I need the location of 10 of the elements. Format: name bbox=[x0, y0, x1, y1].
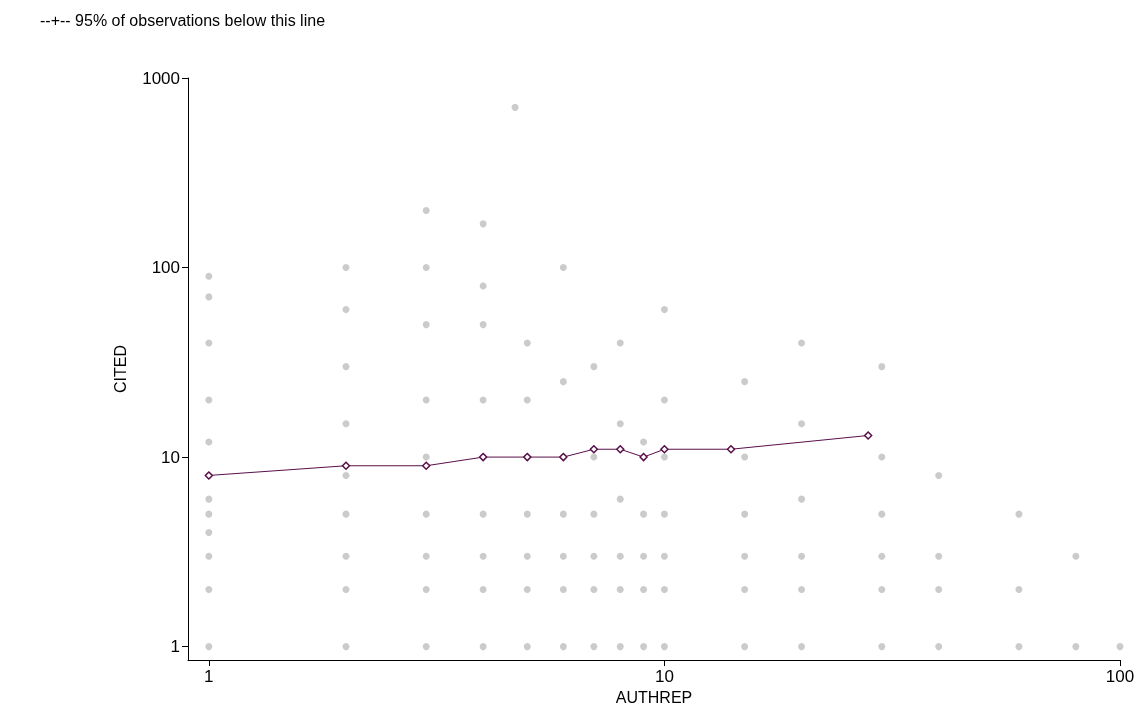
x-axis-title: AUTHREP bbox=[615, 689, 693, 707]
y-tick-label: 1000 bbox=[142, 68, 180, 88]
x-tick-label: 10 bbox=[654, 667, 674, 686]
y-axis-title: CITED bbox=[111, 345, 129, 393]
y-tick-label: 100 bbox=[151, 258, 180, 278]
y-tick-label: 1 bbox=[170, 637, 180, 657]
x-tick-label: 100 bbox=[1105, 667, 1135, 686]
y-tick-label: 10 bbox=[161, 447, 180, 467]
x-tick-label: 1 bbox=[204, 667, 214, 686]
text: --+-- 95% of observations below this line bbox=[40, 11, 326, 29]
